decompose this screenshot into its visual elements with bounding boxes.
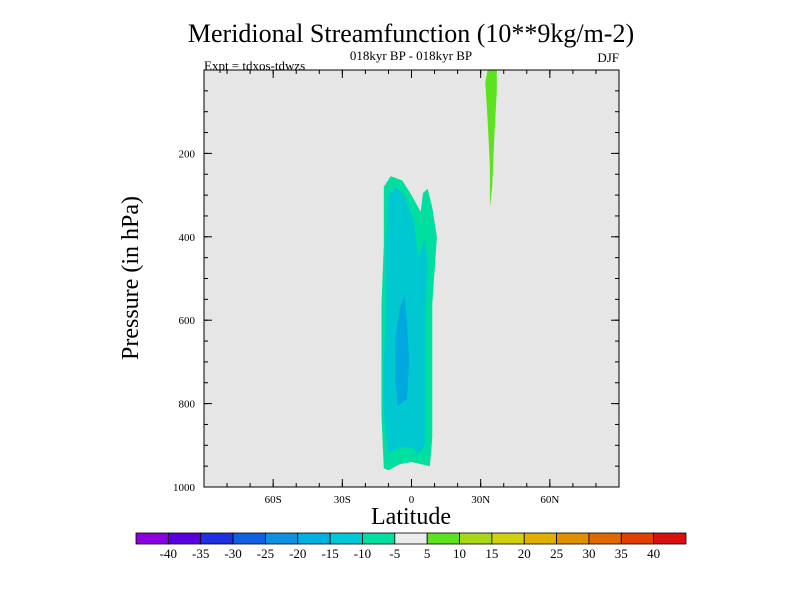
- colorbar-label: -10: [354, 546, 371, 561]
- colorbar-label: -30: [224, 546, 241, 561]
- colorbar-swatch: [653, 532, 687, 545]
- colorbar-swatch: [459, 532, 493, 545]
- colorbar-swatch: [232, 532, 266, 545]
- colorbar-label: 5: [424, 546, 431, 561]
- colorbar-label: 20: [518, 546, 531, 561]
- colorbar-swatch: [556, 532, 590, 545]
- colorbar-swatch: [620, 532, 655, 545]
- colorbar-label: -25: [257, 546, 274, 561]
- y-tick-label: 1000: [173, 482, 196, 494]
- colorbar-label: 30: [582, 546, 595, 561]
- y-tick-label: 400: [179, 232, 196, 244]
- y-tick-label: 200: [179, 148, 196, 160]
- colorbar-swatch: [394, 532, 428, 545]
- season-label: DJF: [597, 50, 619, 65]
- colorbar-label: -35: [192, 546, 209, 561]
- x-tick-label: 30S: [334, 494, 351, 506]
- y-axis-label: Pressure (in hPa): [118, 196, 144, 360]
- colorbar-swatch: [135, 532, 169, 545]
- colorbar-swatch: [167, 532, 202, 545]
- y-tick-label: 800: [179, 399, 196, 411]
- colorbar-swatch: [200, 532, 234, 545]
- contour-region: [485, 70, 497, 208]
- x-tick-label: 60N: [540, 494, 559, 506]
- colorbar-label: -5: [389, 546, 400, 561]
- x-axis-label: Latitude: [371, 504, 451, 530]
- colorbar-label: 10: [453, 546, 466, 561]
- experiment-label: Expt = tdxos-tdwzs: [204, 58, 305, 73]
- chart-subtitle: 018kyr BP - 018kyr BP: [350, 48, 472, 63]
- colorbar-label: 15: [485, 546, 498, 561]
- x-tick-label: 0: [409, 494, 415, 506]
- colorbar-label: -15: [321, 546, 338, 561]
- colorbar-swatch: [329, 532, 363, 545]
- colorbar-swatch: [491, 532, 525, 545]
- colorbar-swatch: [588, 532, 622, 545]
- colorbar-swatch: [426, 532, 460, 545]
- colorbar-swatch: [265, 532, 299, 545]
- colorbar-label: -20: [289, 546, 306, 561]
- colorbar-label: 40: [647, 546, 660, 561]
- colorbar-swatch: [523, 532, 557, 545]
- colorbar-label: -40: [160, 546, 177, 561]
- colorbar-label: 35: [615, 546, 628, 561]
- colorbar-swatch: [362, 532, 396, 545]
- chart-title: Meridional Streamfunction (10**9kg/m-2): [188, 19, 634, 48]
- colorbar-label: 25: [550, 546, 563, 561]
- colorbar-swatch: [297, 532, 331, 545]
- y-tick-label: 600: [179, 315, 196, 327]
- contour-region: [395, 295, 410, 406]
- x-tick-label: 30N: [471, 494, 490, 506]
- x-tick-label: 60S: [265, 494, 282, 506]
